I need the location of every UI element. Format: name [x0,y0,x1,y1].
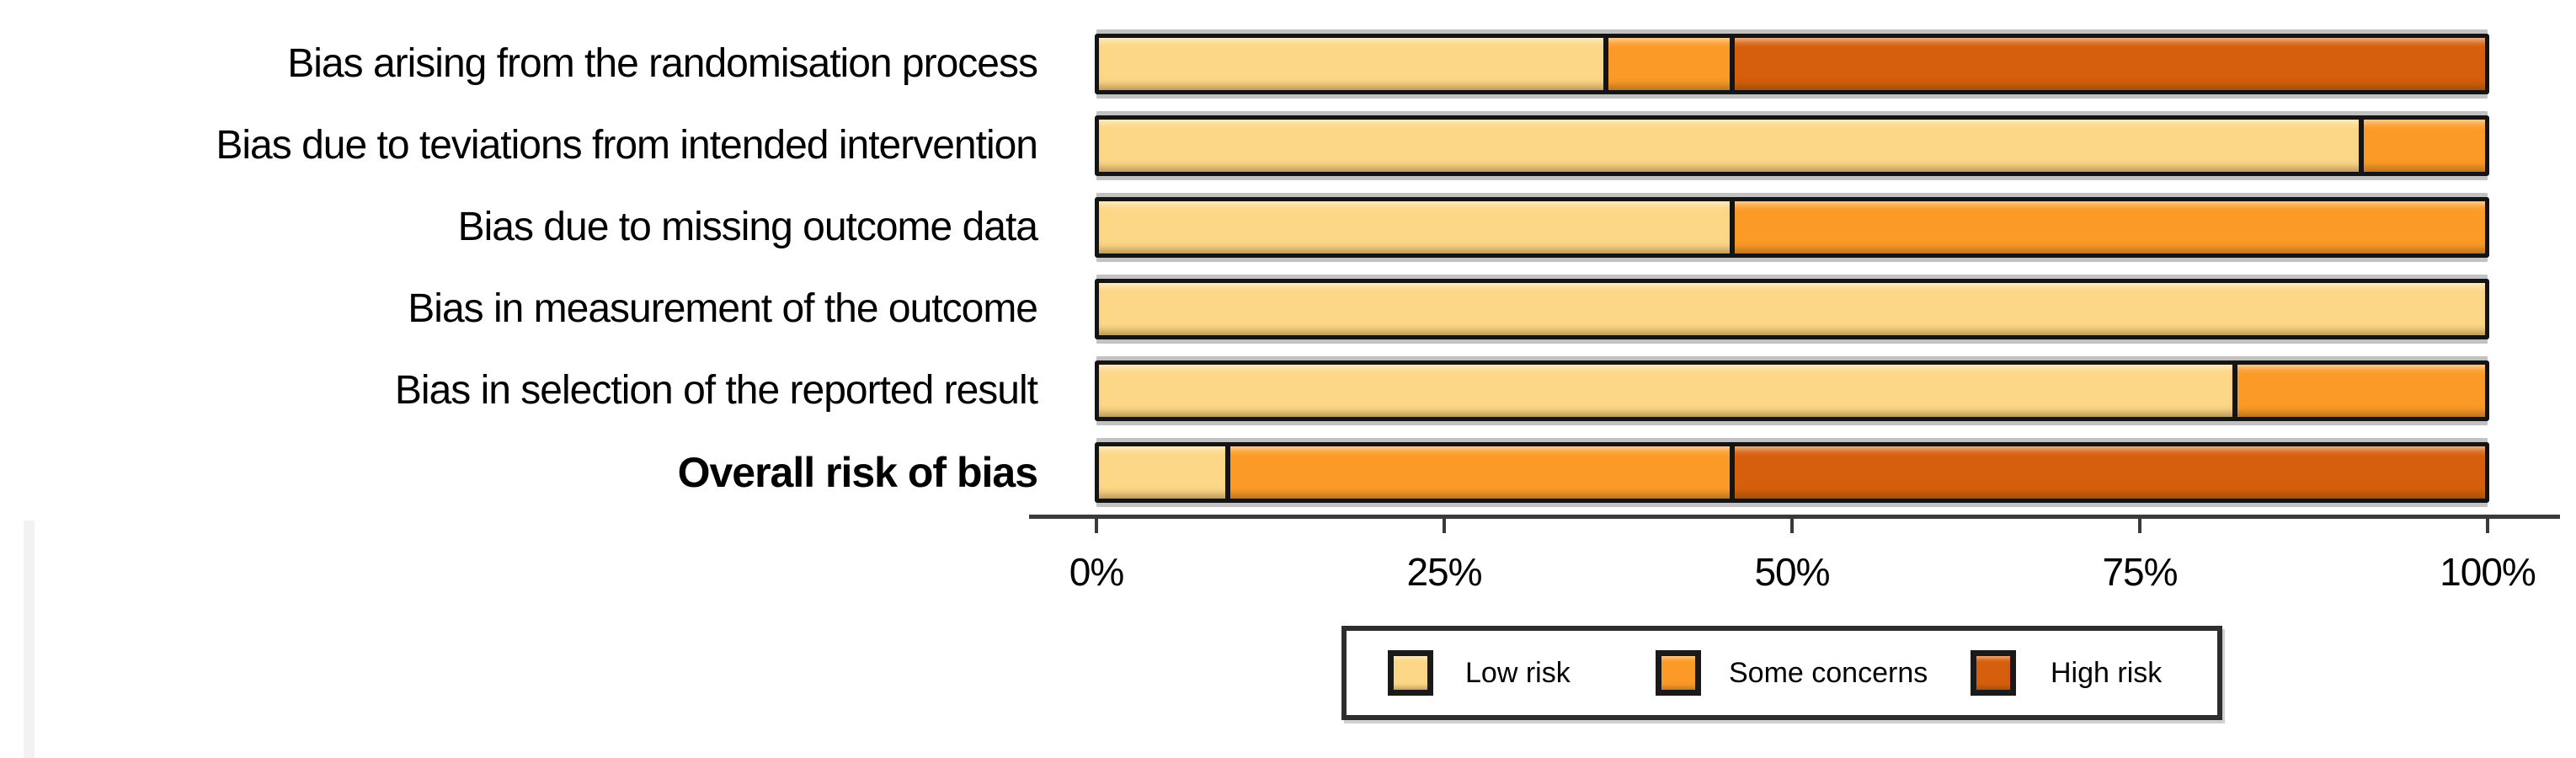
tick-mark-0 [1095,519,1098,533]
legend-label-low-risk: Low risk [1465,657,1571,689]
bar-segment-low-risk [1099,283,2485,335]
category-label-bias-in-measurement-of-the-outcome: Bias in measurement of the outcome [408,286,1038,331]
tick-mark-75 [2138,519,2141,533]
bar-segment-some-concerns [2359,120,2485,172]
tick-label-75: 75% [2102,550,2178,594]
tick-label-25: 25% [1406,550,1482,594]
category-label-bias-in-selection-of-the-reported-result: Bias in selection of the reported result [394,368,1038,413]
legend-swatch-some-concerns [1656,650,1701,696]
legend-label-some-concerns: Some concerns [1729,657,1928,689]
left-edge-artifact [24,520,35,758]
bar-segment-low-risk [1099,446,1225,499]
stacked-bar-bias-due-to-missing-outcome-data [1095,197,2489,258]
category-label-bias-due-to-missing-outcome-data: Bias due to missing outcome data [457,205,1038,249]
bar-segment-some-concerns [1603,38,1730,90]
bar-segment-high-risk [1729,38,2485,90]
legend-label-high-risk: High risk [2051,657,2163,689]
tick-label-100: 100% [2440,550,2536,594]
stacked-bar-bias-arising-from-the-randomisation-process [1095,34,2489,94]
bar-segment-some-concerns [1224,446,1730,499]
category-label-bias-arising-from-the-randomisation-process: Bias arising from the randomisation proc… [287,41,1038,86]
bar-segment-some-concerns [1729,201,2485,254]
legend-swatch-high-risk [1971,650,2016,696]
stacked-bar-overall-risk-of-bias [1095,442,2489,503]
stacked-bar-bias-due-to-teviations-from-intended-intervention [1095,115,2489,176]
bar-segment-low-risk [1099,365,2233,417]
tick-mark-100 [2486,519,2489,533]
stacked-bar-bias-in-selection-of-the-reported-result [1095,360,2489,421]
tick-mark-50 [1790,519,1794,533]
bar-segment-high-risk [1729,446,2485,499]
tick-label-50: 50% [1754,550,1830,594]
bar-segment-low-risk [1099,201,1730,254]
bar-segment-low-risk [1099,120,2360,172]
stacked-bar-bias-in-measurement-of-the-outcome [1095,279,2489,339]
x-axis-line [1029,515,2560,519]
tick-label-0: 0% [1069,550,1124,594]
legend-swatch-low-risk [1388,650,1433,696]
legend-box: Low risk Some concerns High risk [1341,626,2222,720]
tick-mark-25 [1443,519,1446,533]
bar-segment-some-concerns [2232,365,2485,417]
category-label-overall-risk-of-bias: Overall risk of bias [677,449,1038,496]
bar-segment-low-risk [1099,38,1604,90]
category-label-bias-due-to-teviations-from-intended-intervention: Bias due to teviations from intended int… [216,123,1038,168]
